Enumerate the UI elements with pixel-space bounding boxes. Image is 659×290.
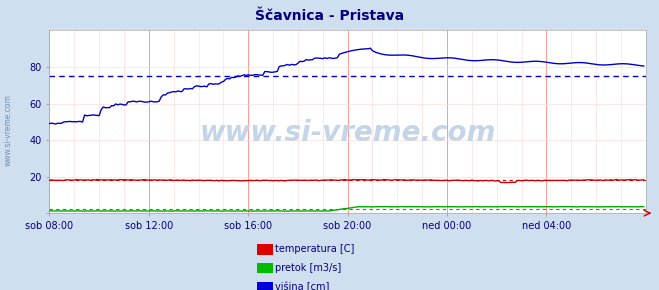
Text: temperatura [C]: temperatura [C] bbox=[275, 244, 355, 254]
Text: www.si-vreme.com: www.si-vreme.com bbox=[3, 95, 13, 166]
Text: višina [cm]: višina [cm] bbox=[275, 282, 330, 290]
Text: Ščavnica - Pristava: Ščavnica - Pristava bbox=[255, 9, 404, 23]
Text: www.si-vreme.com: www.si-vreme.com bbox=[200, 119, 496, 147]
Text: pretok [m3/s]: pretok [m3/s] bbox=[275, 263, 342, 273]
